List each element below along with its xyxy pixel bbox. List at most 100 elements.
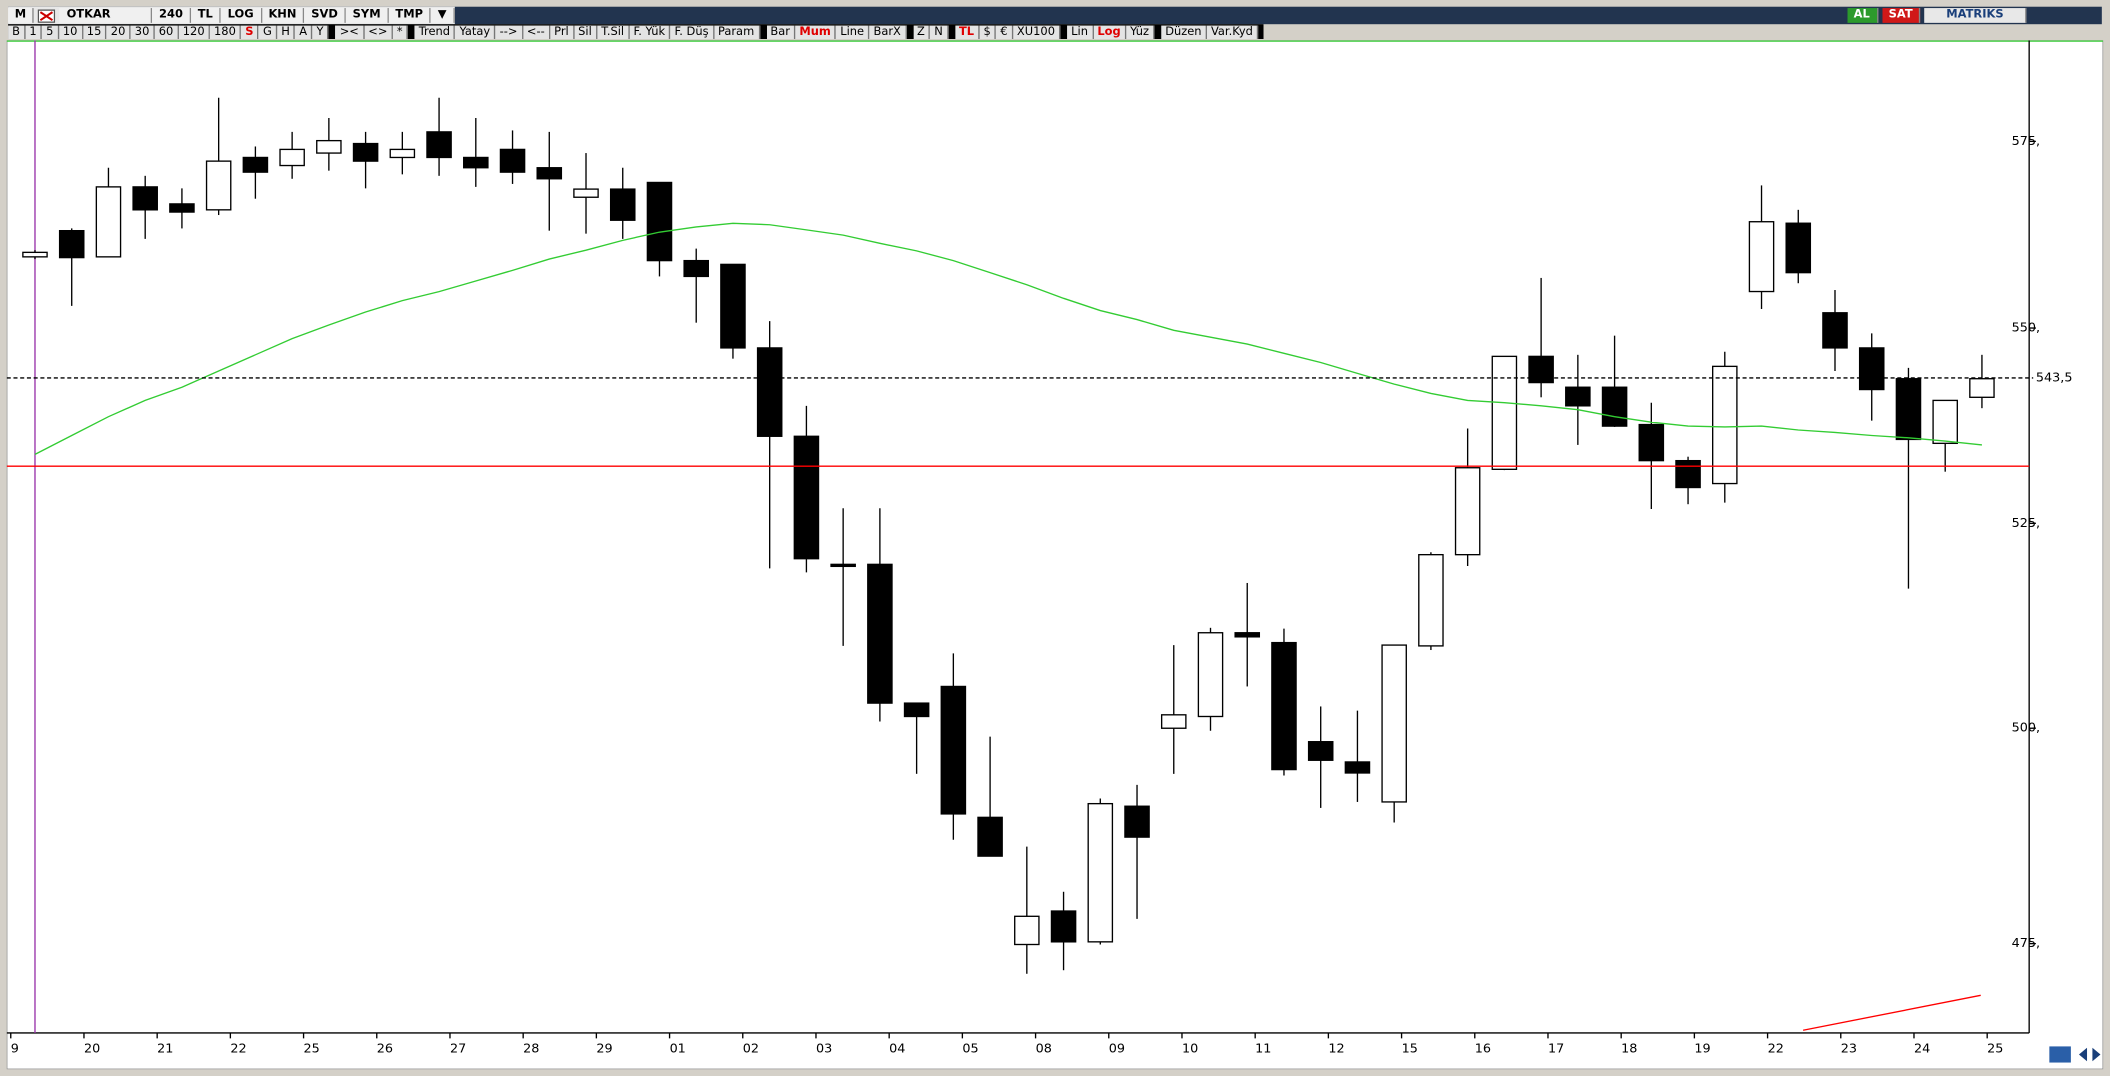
toolbar-button[interactable]: Yüz [1126,24,1155,39]
toolbar-button[interactable]: SYM [345,8,389,23]
toolbar-button[interactable]: F. Düş [670,24,714,39]
symbol-bar: M OTKAR 240 TL LOG KHN SVD SYM TMP ▼ [8,6,455,25]
toolbar-button[interactable]: Sil [574,24,598,39]
toolbar-button[interactable]: 20 [106,24,131,39]
y-tick-label: 550, [2012,321,2040,336]
candle-body [1712,365,1738,485]
x-tick-label: 27 [450,1042,466,1057]
candle-body [903,702,930,718]
indicator-line [1802,994,1981,1031]
toolbar-button[interactable]: H [277,24,296,39]
toolbar-button[interactable]: TL [191,8,221,23]
toolbar-button[interactable]: XU100 [1012,24,1061,39]
toolbar-button[interactable]: B [8,24,26,39]
chart: 575, 550, 525, 500, 475, 9 20 21 22 25 26 27 28 29 01 0… [6,40,2104,1070]
menu-arrow[interactable]: ▼ [431,8,455,23]
candle-body [463,156,489,169]
toolbar-button[interactable]: SVD [304,8,346,23]
candle-body [389,148,416,159]
toolbar-button[interactable]: M [8,8,35,23]
candle-body [426,131,452,159]
toolbar-button[interactable]: Param [713,24,760,39]
toolbar-button[interactable]: Prl [550,24,575,39]
candle-body [1454,467,1481,556]
toolbar-button[interactable]: >< [335,24,365,39]
toolbar-button[interactable]: TMP [388,8,432,23]
toolbar-button[interactable]: BarX [869,24,907,39]
toolbar-button[interactable]: KHN [261,8,305,23]
x-tick-label: 10 [1182,1042,1198,1057]
toolbar-button[interactable]: SAT [1881,8,1921,23]
toolbar-button[interactable]: 15 [82,24,107,39]
toolbar-button[interactable]: Y [312,24,329,39]
candle-body [1528,355,1554,384]
toolbar-button[interactable]: TL [954,24,980,39]
candle-body [1601,386,1628,427]
toolbar-button[interactable]: Bar [766,24,796,39]
toolbar-button[interactable]: G [258,24,278,39]
toolbar-top: M OTKAR 240 TL LOG KHN SVD SYM TMP ▼ AL SAT MATRIKS [8,6,2102,25]
toolbar-button[interactable]: 1 [25,24,43,39]
toolbar-button[interactable]: T.Sil [597,24,630,39]
toolbar-button[interactable]: 60 [154,24,179,39]
toolbar-button[interactable]: F. Yük [629,24,671,39]
candle-body [1160,714,1187,729]
toolbar-button[interactable]: 120 [178,24,210,39]
toolbar-button[interactable]: 30 [130,24,155,39]
candle-body [830,563,856,568]
toolbar-button[interactable]: LOG [220,8,262,23]
x-tick-label: 9 [11,1042,19,1057]
toolbar-button[interactable]: S [241,24,259,39]
toolbar-button[interactable]: Yatay [455,24,496,39]
toolbar-button[interactable]: Lin [1067,24,1094,39]
candle-body [205,160,232,211]
candle-body [1638,423,1665,462]
toolbar-button[interactable]: --> [495,24,523,39]
toolbar-button[interactable]: <> [364,24,393,39]
toolbar-button[interactable]: 180 [209,24,242,39]
toolbar-button[interactable]: Mum [795,24,837,39]
toolbar-button[interactable]: Z [912,24,931,39]
candle-body [1565,386,1591,407]
toolbar-button[interactable]: $ [979,24,997,39]
toolbar-button[interactable]: N [930,24,949,39]
toolbar-button[interactable]: * [392,24,408,39]
toolbar-button[interactable]: Düzen [1161,24,1207,39]
x-tick-label: 11 [1255,1042,1271,1057]
y-tick-label: 500, [2012,721,2040,736]
candle-body [609,188,636,221]
x-tick-label: 12 [1328,1042,1344,1057]
toolbar-button[interactable]: Var.Kyd [1206,24,1259,39]
candle-body [646,181,673,262]
candle-body [1748,221,1775,293]
candle-body [1050,910,1077,943]
toolbar-button[interactable]: € [996,24,1013,39]
candle-body [1675,459,1701,489]
candle-body [1014,915,1040,946]
toolbar-button[interactable]: MATRIKS [1924,8,2027,23]
x-tick-label: 26 [377,1042,393,1057]
toolbar-button[interactable]: 240 [152,8,192,23]
x-tick-label: 18 [1621,1042,1637,1057]
candle-body [1785,222,1812,274]
scroll-icon[interactable] [2049,1046,2071,1063]
toolbar-button[interactable]: Log [1093,24,1127,39]
toolbar-button[interactable]: 5 [42,24,59,39]
toolbar-button[interactable]: A [295,24,313,39]
toolbar-button[interactable]: OTKAR [59,8,153,23]
candle-body [1418,553,1444,647]
toolbar-button[interactable]: 10 [58,24,83,39]
toolbar-button[interactable]: Trend [414,24,456,39]
link-icon[interactable] [38,8,56,23]
x-tick-label: 01 [670,1042,686,1057]
nav-arrows[interactable] [2078,1047,2101,1062]
candle-body [1491,355,1518,470]
toolbar-button[interactable]: Line [836,24,870,39]
chart-frame [6,40,2104,1070]
candle-body [1197,632,1224,718]
candle-body [1858,347,1885,391]
toolbar-button[interactable]: AL [1846,8,1878,23]
x-tick-label: 22 [1768,1042,1784,1057]
toolbar-button[interactable]: <-- [522,24,551,39]
candle-body [1969,378,1995,398]
